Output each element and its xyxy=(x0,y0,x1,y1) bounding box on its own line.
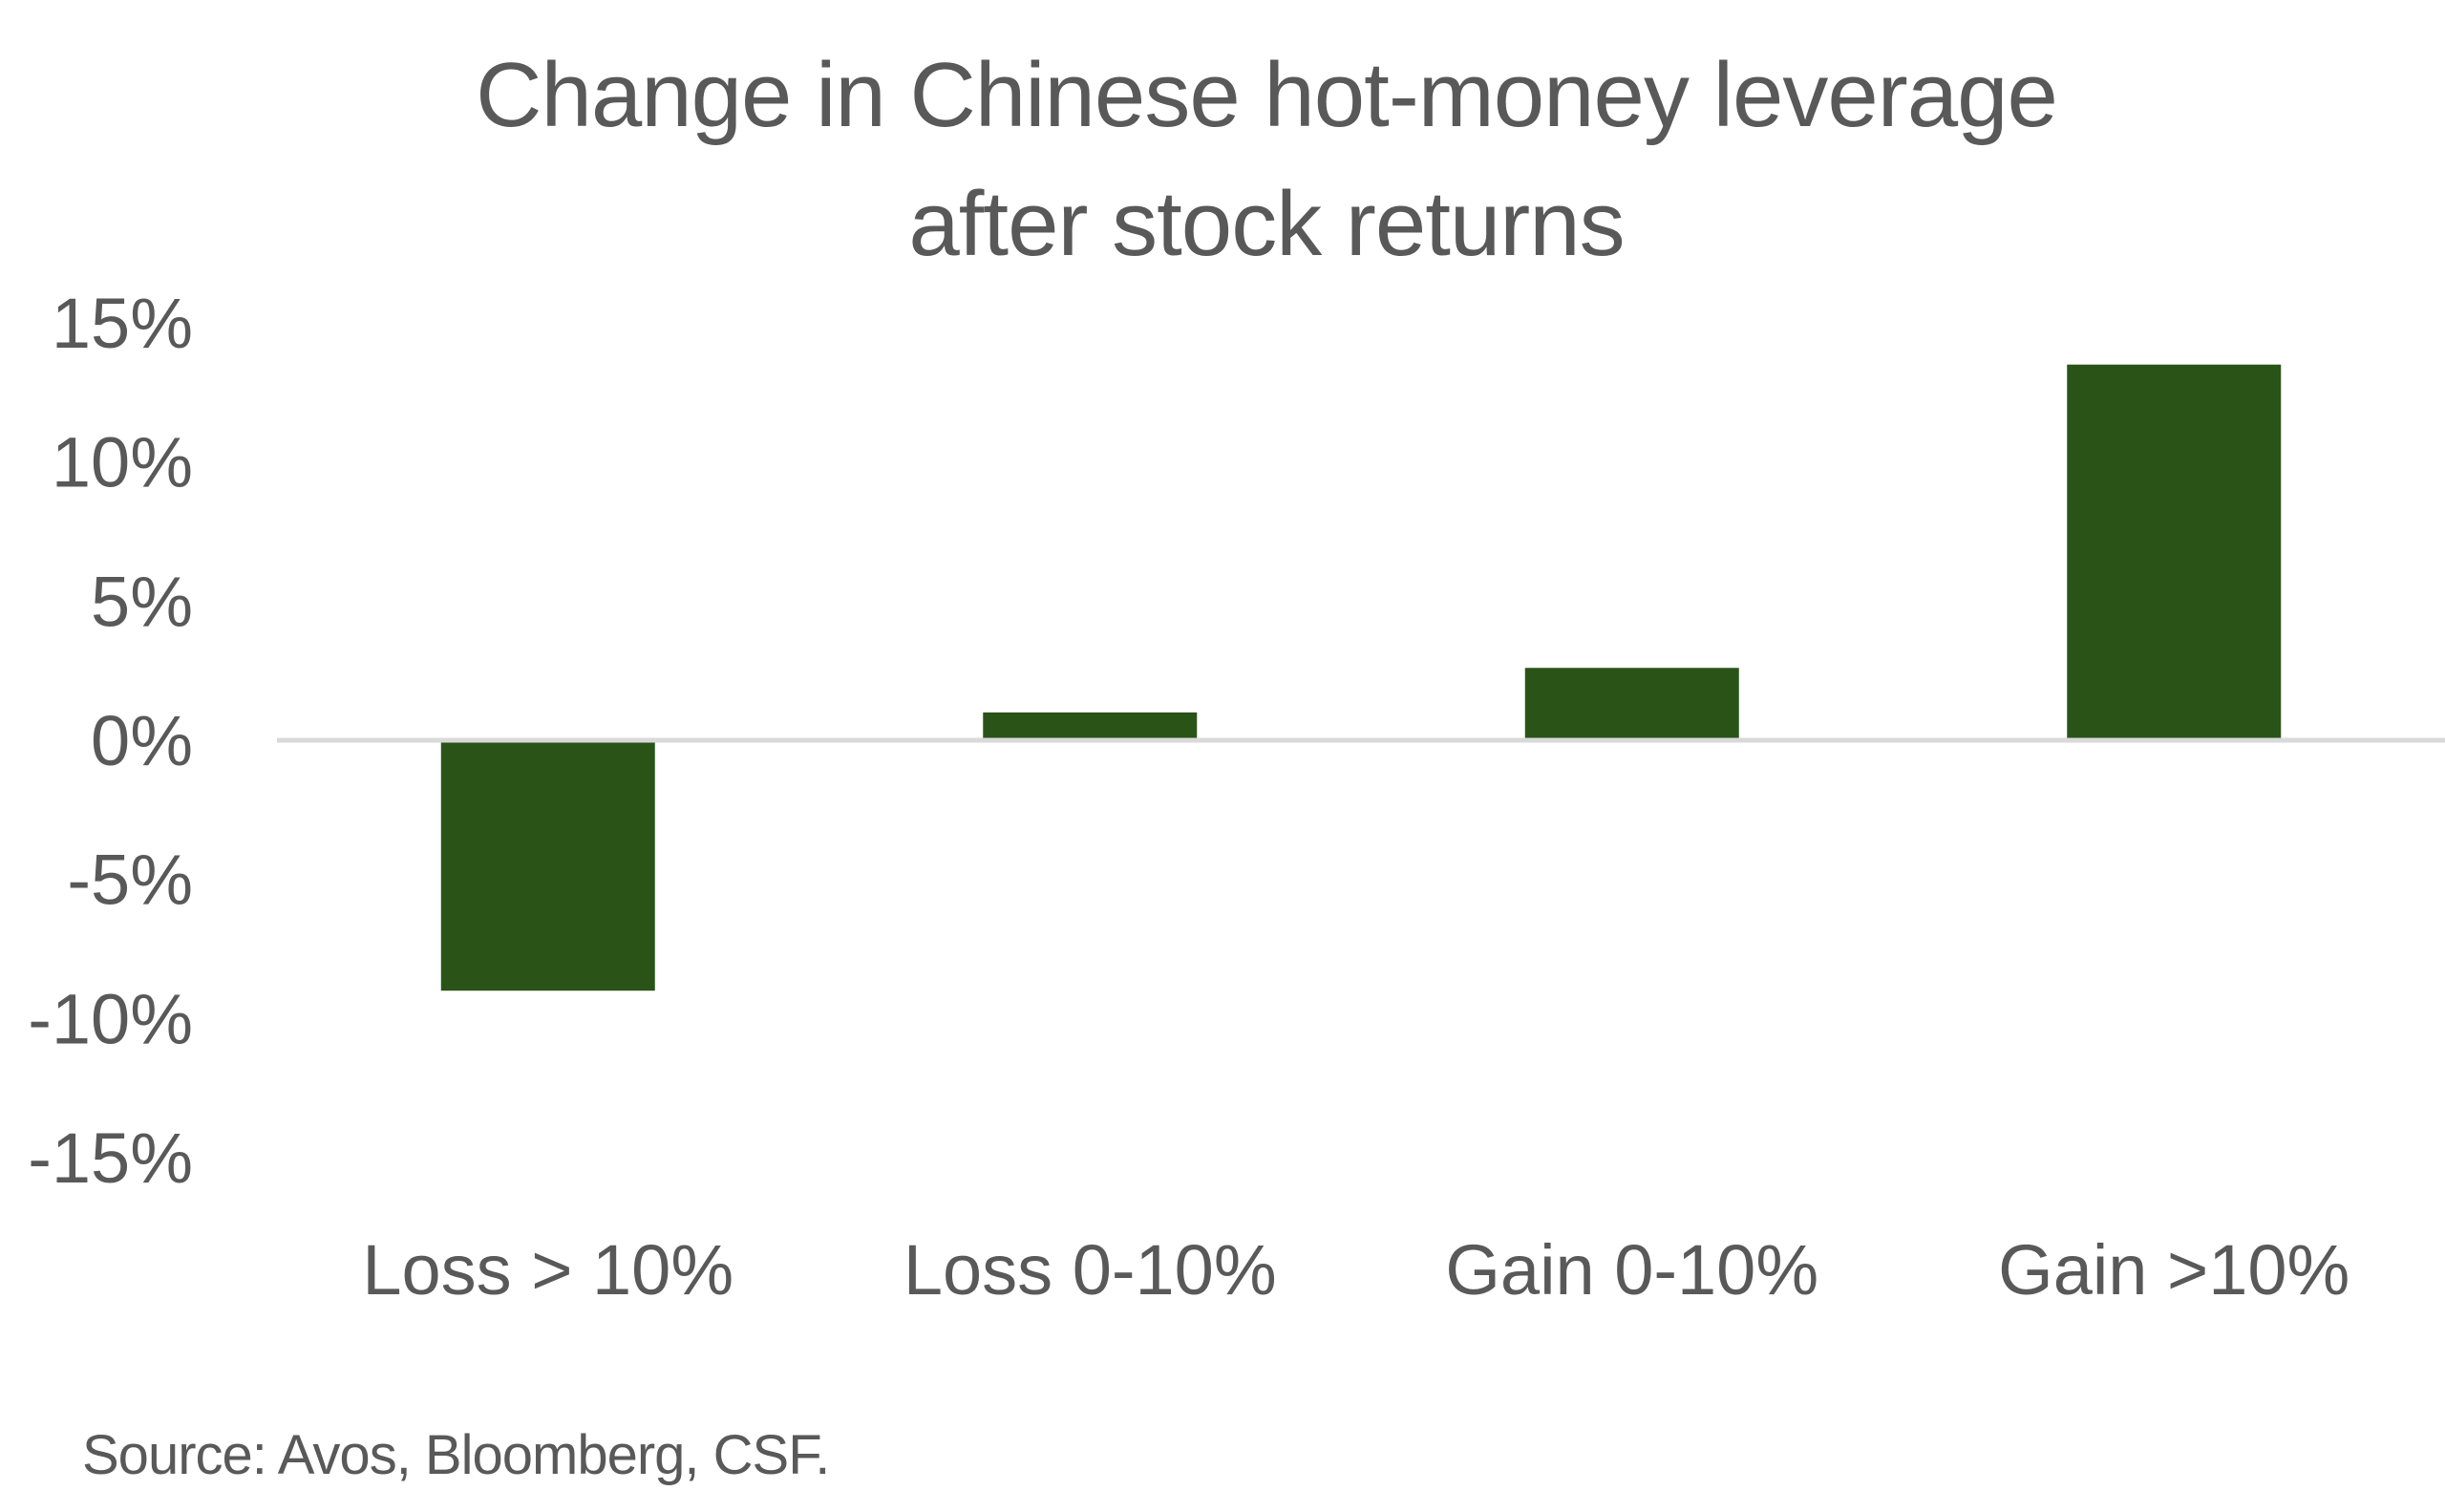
x-category-label: Loss 0-10% xyxy=(904,1230,1277,1310)
bar-series xyxy=(440,364,2282,991)
x-category-label: Gain >10% xyxy=(1998,1230,2349,1310)
y-tick-label: 0% xyxy=(91,701,193,780)
y-tick-label: 15% xyxy=(52,284,193,363)
chart-title-line-1: Change in Chinese hot-money leverage xyxy=(476,44,2058,146)
chart-title-line-2: after stock returns xyxy=(908,173,1625,275)
source-note: Source: Avos, Bloomberg, CSF. xyxy=(82,1424,830,1486)
y-tick-label: 10% xyxy=(52,423,193,502)
bar-1 xyxy=(983,712,1198,740)
x-category-label: Gain 0-10% xyxy=(1445,1230,1818,1310)
bar-0 xyxy=(440,740,655,991)
y-tick-label: -10% xyxy=(28,979,193,1058)
y-tick-label: 5% xyxy=(91,562,193,641)
x-axis-category-labels: Loss > 10% Loss 0-10% Gain 0-10% Gain >10% xyxy=(362,1230,2349,1310)
y-tick-label: -15% xyxy=(28,1118,193,1198)
bar-2 xyxy=(1524,668,1739,740)
y-axis-tick-labels: 15% 10% 5% 0% -5% -10% -15% xyxy=(28,284,193,1198)
y-tick-label: -5% xyxy=(67,841,193,920)
bar-3 xyxy=(2067,364,2282,740)
x-category-label: Loss > 10% xyxy=(362,1230,734,1310)
